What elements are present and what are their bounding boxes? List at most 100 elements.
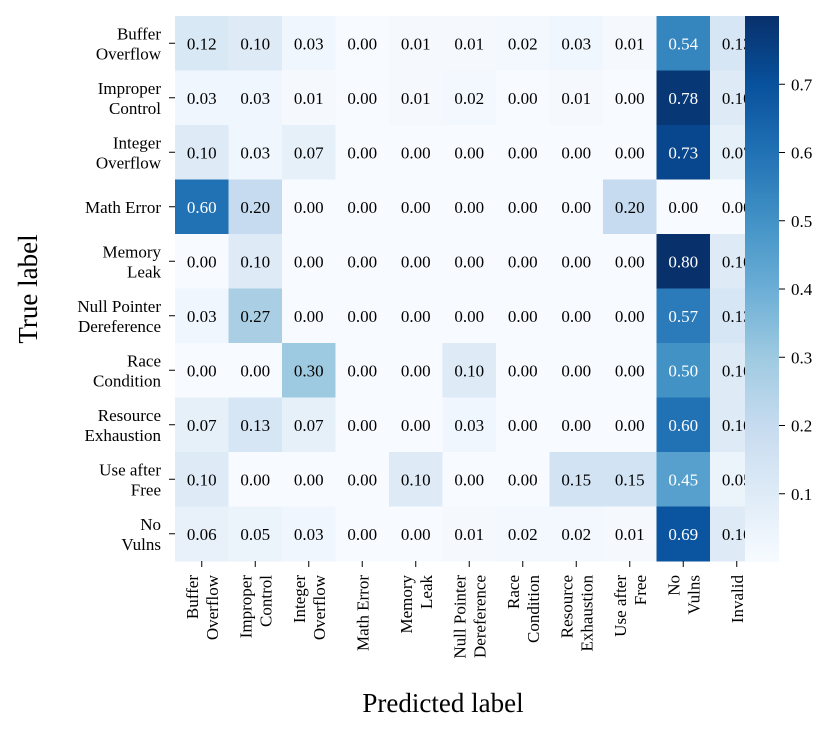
cell-value-label: 0.01 <box>401 89 431 108</box>
heatmap-cell <box>175 397 229 453</box>
heatmap-cell <box>282 125 336 180</box>
heatmap-cell <box>335 397 390 453</box>
cell-value-label: 0.78 <box>668 89 698 108</box>
heatmap-cell <box>389 452 443 507</box>
cell-value-label: 0.00 <box>454 470 484 489</box>
heatmap-cell <box>603 397 657 453</box>
cell-value-label: 0.01 <box>454 525 484 544</box>
heatmap-cell <box>389 397 443 453</box>
heatmap-cell <box>549 16 604 71</box>
heatmap-cell <box>442 125 497 180</box>
heatmap-cells <box>175 16 764 562</box>
cell-value-label: 0.00 <box>561 361 591 380</box>
heatmap-cell <box>656 234 711 289</box>
cell-value-label: 0.02 <box>508 34 538 53</box>
cell-value-label: 0.10 <box>722 525 752 544</box>
cell-value-label: 0.00 <box>347 252 377 271</box>
heatmap-cell <box>496 70 550 126</box>
cell-value-label: 0.10 <box>187 470 217 489</box>
colorbar-tick-label: 0.1 <box>791 485 812 504</box>
heatmap-cell <box>228 179 283 235</box>
cell-value-label: 0.12 <box>187 34 217 53</box>
heatmap-cell <box>603 125 657 180</box>
cell-value-label: 0.01 <box>294 89 324 108</box>
cell-value-label: 0.00 <box>561 143 591 162</box>
cell-value-label: 0.15 <box>615 470 645 489</box>
heatmap-cell-labels: 0.12 0.10 0.03 0.00 0.01 0.01 0.02 0.03 0.01 0.54… <box>187 34 752 544</box>
heatmap-cell <box>282 288 336 344</box>
x-tick-label: Null PointerDereference <box>450 575 489 659</box>
heatmap-cell <box>442 234 497 289</box>
x-tick-label: Invalid <box>728 575 747 624</box>
cell-value-label: 0.00 <box>615 89 645 108</box>
colorbar: 0.1 0.2 0.3 0.4 0.5 0.6 0.7 <box>745 16 813 562</box>
cell-value-label: 0.03 <box>187 307 217 326</box>
cell-value-label: 0.00 <box>294 198 324 217</box>
heatmap-cell <box>496 506 550 562</box>
heatmap-cell <box>496 234 550 289</box>
heatmap-cell <box>442 506 497 562</box>
heatmap-cell <box>175 506 229 562</box>
cell-value-label: 0.07 <box>294 416 324 435</box>
y-tick-label: Null Pointer Dereference <box>77 297 161 336</box>
cell-value-label: 0.00 <box>508 470 538 489</box>
heatmap-cell <box>335 506 390 562</box>
cell-value-label: 0.20 <box>615 198 645 217</box>
y-tick-label: Improper Control <box>98 79 162 118</box>
cell-value-label: 0.00 <box>508 416 538 435</box>
cell-value-label: 0.80 <box>668 252 698 271</box>
cell-value-label: 0.57 <box>668 307 698 326</box>
cell-value-label: 0.00 <box>454 143 484 162</box>
heatmap-cell <box>228 16 283 71</box>
heatmap-cell <box>228 397 283 453</box>
cell-value-label: 0.00 <box>347 525 377 544</box>
heatmap-cell <box>282 234 336 289</box>
heatmap-cell <box>335 452 390 507</box>
x-tick-label: ImproperControl <box>236 575 275 639</box>
cell-value-label: 0.00 <box>401 143 431 162</box>
y-tick-label: Race Condition <box>93 351 162 390</box>
heatmap-cell <box>603 70 657 126</box>
heatmap-cell <box>282 70 336 126</box>
cell-value-label: 0.00 <box>240 470 270 489</box>
cell-value-label: 0.10 <box>454 361 484 380</box>
heatmap-cell <box>549 70 604 126</box>
heatmap-cell <box>175 288 229 344</box>
cell-value-label: 0.00 <box>508 198 538 217</box>
heatmap-cell <box>496 288 550 344</box>
cell-value-label: 0.10 <box>240 34 270 53</box>
heatmap-cell <box>335 179 390 235</box>
heatmap-cell <box>282 179 336 235</box>
cell-value-label: 0.00 <box>347 34 377 53</box>
heatmap-cell <box>603 506 657 562</box>
cell-value-label: 0.00 <box>347 361 377 380</box>
x-tick-label: Math Error <box>353 575 372 651</box>
heatmap-cell <box>335 16 390 71</box>
heatmap-cell <box>175 452 229 507</box>
colorbar-tick-label: 0.7 <box>791 75 813 94</box>
heatmap-cell <box>656 506 711 562</box>
y-tick-label: Buffer Overflow <box>96 24 162 63</box>
heatmap-cell <box>175 234 229 289</box>
cell-value-label: 0.00 <box>347 416 377 435</box>
cell-value-label: 0.03 <box>187 89 217 108</box>
cell-value-label: 0.01 <box>401 34 431 53</box>
heatmap-cell <box>175 125 229 180</box>
heatmap-cell <box>442 179 497 235</box>
cell-value-label: 0.00 <box>561 307 591 326</box>
cell-value-label: 0.05 <box>722 470 752 489</box>
y-tick-label: Use after Free <box>99 460 161 499</box>
x-tick-label: MemoryLeak <box>397 575 436 634</box>
heatmap-cell <box>335 125 390 180</box>
heatmap-cell <box>549 288 604 344</box>
cell-value-label: 0.00 <box>347 89 377 108</box>
heatmap-cell <box>603 343 657 398</box>
heatmap-cell <box>175 179 229 235</box>
heatmap-cell <box>442 452 497 507</box>
cell-value-label: 0.00 <box>615 143 645 162</box>
cell-value-label: 0.50 <box>668 361 698 380</box>
cell-value-label: 0.07 <box>187 416 217 435</box>
cell-value-label: 0.00 <box>347 198 377 217</box>
heatmap-cell <box>549 397 604 453</box>
cell-value-label: 0.03 <box>240 89 270 108</box>
